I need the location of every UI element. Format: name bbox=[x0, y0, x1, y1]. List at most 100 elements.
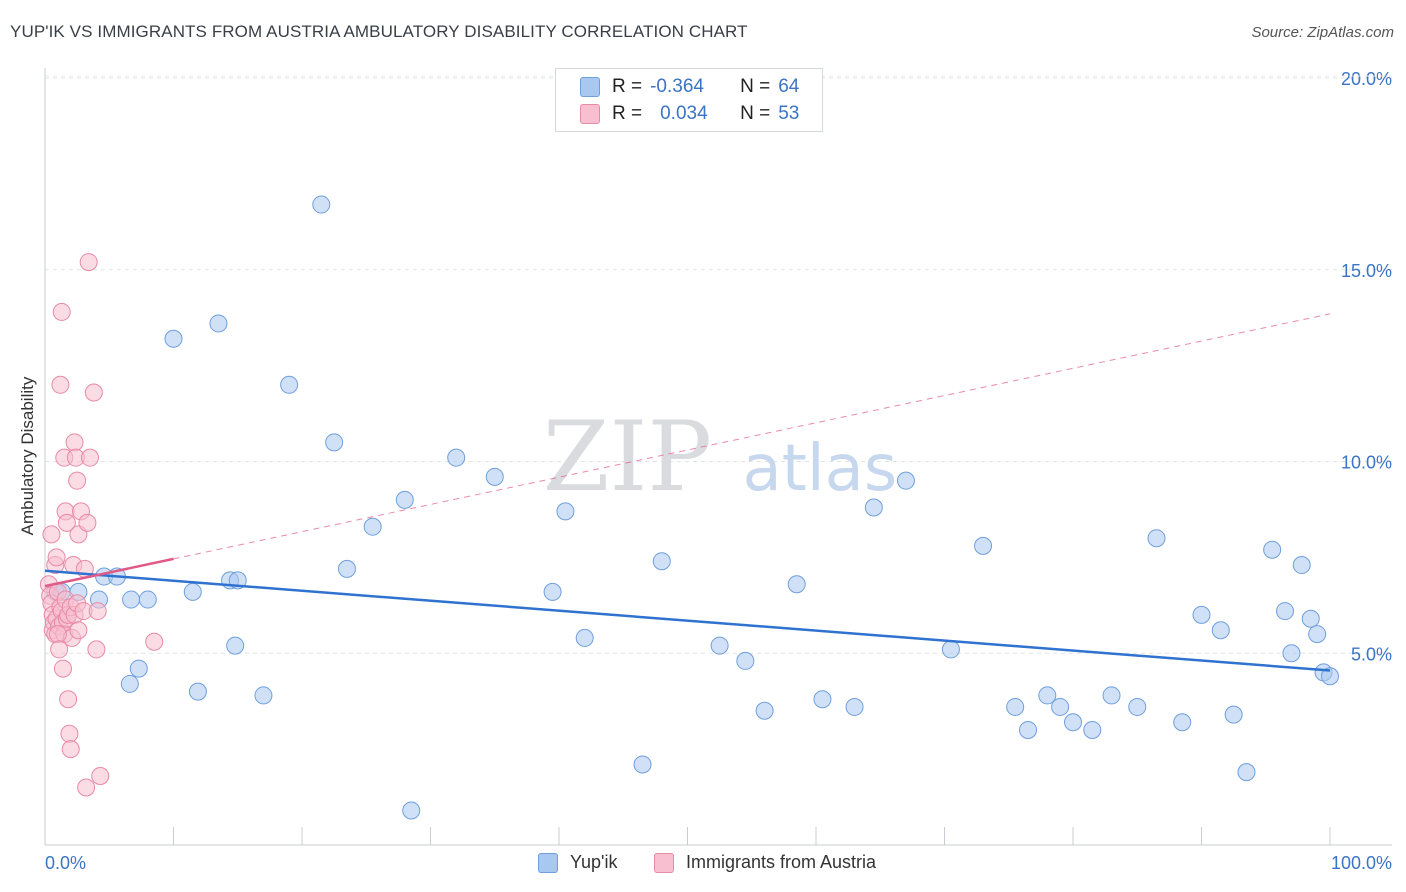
n-value: 53 bbox=[778, 103, 800, 124]
y-tick-label: 20.0% bbox=[1341, 69, 1392, 89]
data-point bbox=[1019, 720, 1038, 739]
data-point bbox=[556, 502, 575, 521]
data-point bbox=[395, 490, 414, 509]
data-point bbox=[1263, 540, 1282, 559]
y-tick-label: 10.0% bbox=[1341, 453, 1392, 473]
legend-item-austria[interactable]: Immigrants from Austria bbox=[654, 852, 876, 873]
x-tick-label: 100.0% bbox=[1331, 853, 1392, 873]
data-point bbox=[57, 513, 76, 532]
data-point bbox=[145, 632, 164, 651]
data-point bbox=[337, 559, 356, 578]
data-point bbox=[80, 448, 99, 467]
data-point bbox=[1173, 713, 1192, 732]
watermark: ZIP atlas bbox=[543, 401, 897, 513]
data-point bbox=[138, 590, 157, 609]
stats-legend: R = -0.364 N = 64 R = 0.034 N = 53 bbox=[555, 68, 823, 132]
austria-swatch bbox=[580, 104, 600, 124]
r-label: R = bbox=[612, 76, 643, 97]
data-point bbox=[52, 302, 71, 321]
yupik-swatch bbox=[580, 77, 600, 97]
data-point bbox=[974, 536, 993, 555]
data-point bbox=[1282, 644, 1301, 663]
data-point bbox=[53, 659, 72, 678]
data-point bbox=[845, 697, 864, 716]
chart-title: YUP'IK VS IMMIGRANTS FROM AUSTRIA AMBULA… bbox=[10, 22, 748, 41]
watermark-atlas: atlas bbox=[743, 432, 898, 506]
data-point bbox=[1292, 556, 1311, 575]
data-point bbox=[79, 253, 98, 272]
austria-legend-swatch bbox=[654, 852, 674, 873]
data-point bbox=[68, 471, 87, 490]
data-point bbox=[51, 375, 70, 394]
x-tick-label: 0.0% bbox=[45, 853, 86, 873]
stats-row-austria: R = 0.034 N = 53 bbox=[580, 102, 799, 126]
data-point bbox=[813, 690, 832, 709]
y-tick-label: 5.0% bbox=[1351, 644, 1392, 664]
data-point bbox=[254, 686, 273, 705]
data-point bbox=[1083, 720, 1102, 739]
data-point bbox=[48, 625, 67, 644]
data-point bbox=[896, 471, 915, 490]
n-label: N = bbox=[740, 76, 771, 97]
data-point bbox=[325, 433, 344, 452]
data-point bbox=[1308, 625, 1327, 644]
data-point bbox=[1102, 686, 1121, 705]
data-point bbox=[1237, 763, 1256, 782]
data-point bbox=[61, 740, 80, 759]
data-point bbox=[736, 651, 755, 670]
data-point bbox=[226, 636, 245, 655]
data-point bbox=[69, 621, 88, 640]
watermark-zip: ZIP bbox=[543, 401, 743, 513]
data-point bbox=[129, 659, 148, 678]
legend-label-austria: Immigrants from Austria bbox=[686, 852, 877, 872]
data-point bbox=[50, 640, 69, 659]
yupik-trend-line bbox=[44, 569, 1331, 672]
data-point bbox=[59, 690, 78, 709]
data-point bbox=[122, 590, 141, 609]
data-point bbox=[47, 548, 66, 567]
data-point bbox=[183, 582, 202, 601]
data-point bbox=[1276, 602, 1295, 621]
legend-item-yupik[interactable]: Yup'ik bbox=[538, 852, 617, 873]
data-point bbox=[188, 682, 207, 701]
n-value: 64 bbox=[778, 76, 800, 97]
austria-points bbox=[39, 253, 164, 797]
stats-row-yupik: R = -0.364 N = 64 bbox=[580, 75, 799, 99]
data-point bbox=[87, 640, 106, 659]
data-point bbox=[1147, 529, 1166, 548]
legend-label-yupik: Yup'ik bbox=[570, 852, 618, 872]
data-point bbox=[91, 766, 110, 785]
y-axis-title: Ambulatory Disability bbox=[18, 376, 37, 536]
n-label: N = bbox=[740, 103, 771, 124]
data-point bbox=[209, 314, 228, 333]
data-point bbox=[42, 525, 61, 544]
austria-trend-line-solid bbox=[44, 557, 174, 588]
data-point bbox=[787, 575, 806, 594]
data-point bbox=[755, 701, 774, 720]
r-value: 0.034 bbox=[660, 103, 708, 124]
data-point bbox=[120, 674, 139, 693]
y-tick-label: 15.0% bbox=[1341, 261, 1392, 281]
data-point bbox=[447, 448, 466, 467]
yupik-legend-swatch bbox=[538, 852, 558, 873]
data-point bbox=[312, 195, 331, 214]
data-point bbox=[652, 552, 671, 571]
data-point bbox=[65, 433, 84, 452]
data-point bbox=[1038, 686, 1057, 705]
data-point bbox=[78, 513, 97, 532]
data-point bbox=[1301, 609, 1320, 628]
data-point bbox=[543, 582, 562, 601]
data-point bbox=[941, 640, 960, 659]
data-point bbox=[84, 383, 103, 402]
data-point bbox=[77, 778, 96, 797]
data-point bbox=[864, 498, 883, 517]
r-label: R = bbox=[612, 103, 643, 124]
data-point bbox=[363, 517, 382, 536]
source-label: Source: ZipAtlas.com bbox=[1251, 24, 1394, 41]
data-point bbox=[88, 602, 107, 621]
r-value: -0.364 bbox=[650, 76, 704, 97]
data-point bbox=[1211, 621, 1230, 640]
data-point bbox=[1006, 697, 1025, 716]
data-point bbox=[402, 801, 421, 820]
